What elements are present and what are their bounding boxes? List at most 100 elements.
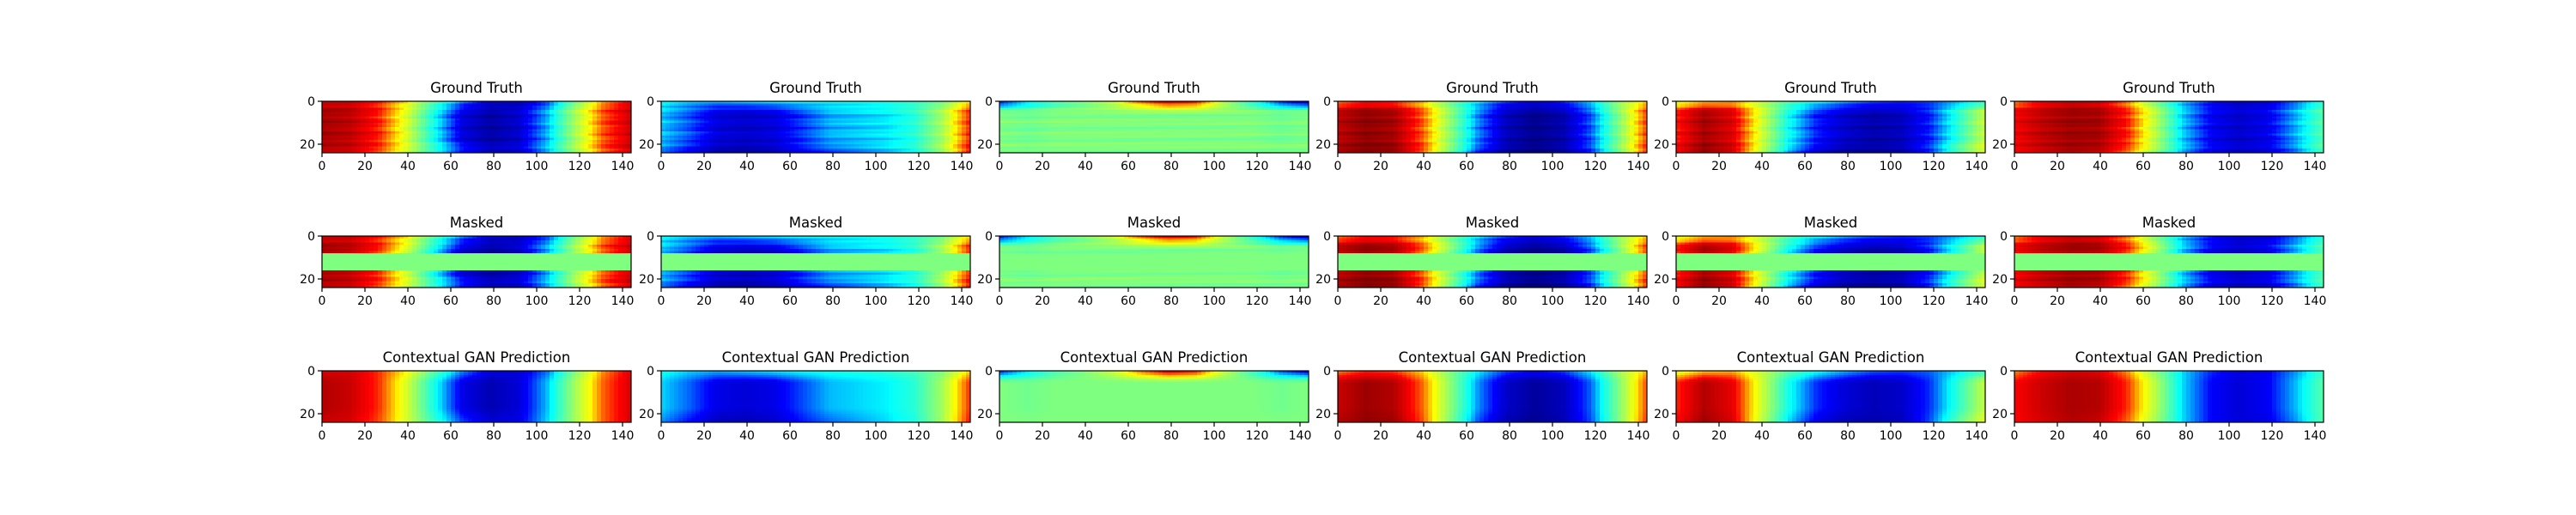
heatmap-cell: [1034, 118, 1039, 122]
heatmap-cell: [404, 129, 409, 132]
heatmap-cell: [1051, 129, 1056, 132]
heatmap-cell: [494, 150, 499, 153]
heatmap-cell: [1004, 116, 1009, 119]
heatmap-cell: [489, 101, 495, 105]
heatmap-cell: [1188, 101, 1194, 105]
heatmap-cell: [1072, 112, 1078, 115]
heatmap-cell: [447, 116, 452, 119]
heatmap-cell: [519, 110, 525, 113]
heatmap-cell: [945, 136, 950, 139]
heatmap-cell: [511, 112, 516, 115]
heatmap-cell: [854, 137, 860, 141]
heatmap-cell: [760, 110, 765, 113]
heatmap-cell: [1176, 124, 1181, 128]
heatmap-cell: [678, 144, 683, 148]
heatmap-cell: [502, 142, 507, 145]
heatmap-cell: [464, 118, 469, 122]
y-tick-label: 20: [300, 138, 315, 152]
heatmap-cell: [803, 129, 808, 132]
heatmap-cell: [1291, 101, 1297, 105]
heatmap-cell: [1206, 131, 1211, 135]
heatmap-cell: [1283, 106, 1288, 109]
heatmap-cell: [876, 124, 881, 128]
heatmap-cell: [550, 148, 555, 152]
heatmap-cell: [1236, 106, 1241, 109]
heatmap-cell: [378, 120, 383, 124]
heatmap-cell: [1150, 103, 1155, 106]
heatmap-cell: [846, 120, 851, 124]
heatmap-cell: [1068, 103, 1073, 106]
heatmap-cell: [1249, 107, 1254, 111]
heatmap-cell: [910, 110, 915, 113]
heatmap-cell: [696, 137, 701, 141]
heatmap-cell: [1068, 118, 1073, 122]
heatmap-cell: [884, 103, 890, 106]
heatmap-cell: [597, 150, 602, 153]
heatmap-cell: [1034, 123, 1039, 126]
heatmap-cell: [408, 150, 413, 153]
heatmap-cell: [391, 116, 396, 119]
heatmap-cell: [1253, 131, 1258, 135]
heatmap-cell: [786, 142, 791, 145]
heatmap-cell: [683, 124, 688, 128]
heatmap-cell: [592, 110, 598, 113]
heatmap-cell: [322, 123, 327, 126]
heatmap-cell: [1030, 129, 1035, 132]
heatmap-cell: [623, 114, 628, 118]
heatmap-cell: [665, 150, 671, 153]
heatmap-cell: [382, 142, 387, 145]
heatmap-cell: [751, 133, 756, 136]
heatmap-cell: [545, 124, 550, 128]
heatmap-cell: [494, 120, 499, 124]
heatmap-cell: [910, 127, 915, 130]
heatmap-cell: [528, 131, 533, 135]
heatmap-cell: [846, 140, 851, 143]
heatmap-cell: [1004, 114, 1009, 118]
heatmap-cell: [1296, 133, 1301, 136]
heatmap-cell: [880, 101, 885, 105]
heatmap-cell: [962, 124, 967, 128]
heatmap-cell: [919, 112, 924, 115]
heatmap-cell: [1034, 124, 1039, 128]
heatmap-cell: [764, 106, 769, 109]
heatmap-cell: [1047, 123, 1052, 126]
heatmap-cell: [597, 129, 602, 132]
heatmap-cell: [597, 133, 602, 136]
heatmap-cell: [1107, 127, 1112, 130]
heatmap-cell: [1291, 107, 1297, 111]
heatmap-cell: [447, 120, 452, 124]
heatmap-cell: [786, 146, 791, 149]
heatmap-cell: [1188, 103, 1194, 106]
heatmap-cell: [1034, 133, 1039, 136]
heatmap-cell: [867, 118, 872, 122]
heatmap-cell: [532, 123, 538, 126]
heatmap-cell: [906, 127, 911, 130]
heatmap-cell: [614, 103, 619, 106]
heatmap-cell: [923, 136, 928, 139]
heatmap-cell: [1115, 129, 1121, 132]
heatmap-cell: [567, 146, 572, 149]
heatmap-cell: [687, 127, 692, 130]
heatmap-cell: [1244, 136, 1249, 139]
heatmap-cell: [1167, 114, 1172, 118]
heatmap-cell: [696, 106, 701, 109]
heatmap-cell: [1145, 110, 1151, 113]
heatmap-cell: [829, 150, 834, 153]
heatmap-cell: [999, 129, 1005, 132]
heatmap-cell: [889, 112, 894, 115]
heatmap-cell: [434, 142, 439, 145]
heatmap-cell: [438, 103, 443, 106]
panel-title: Ground Truth: [769, 80, 862, 96]
heatmap-cell: [361, 106, 366, 109]
heatmap-cell: [661, 114, 666, 118]
heatmap-cell: [781, 136, 787, 139]
heatmap-cell: [803, 114, 808, 118]
heatmap-cell: [700, 142, 705, 145]
heatmap-cell: [1042, 133, 1048, 136]
heatmap-cell: [455, 118, 460, 122]
heatmap-cell: [511, 142, 516, 145]
heatmap-cell: [794, 112, 799, 115]
heatmap-cell: [721, 120, 726, 124]
heatmap-cell: [1270, 110, 1275, 113]
heatmap-cell: [884, 123, 890, 126]
